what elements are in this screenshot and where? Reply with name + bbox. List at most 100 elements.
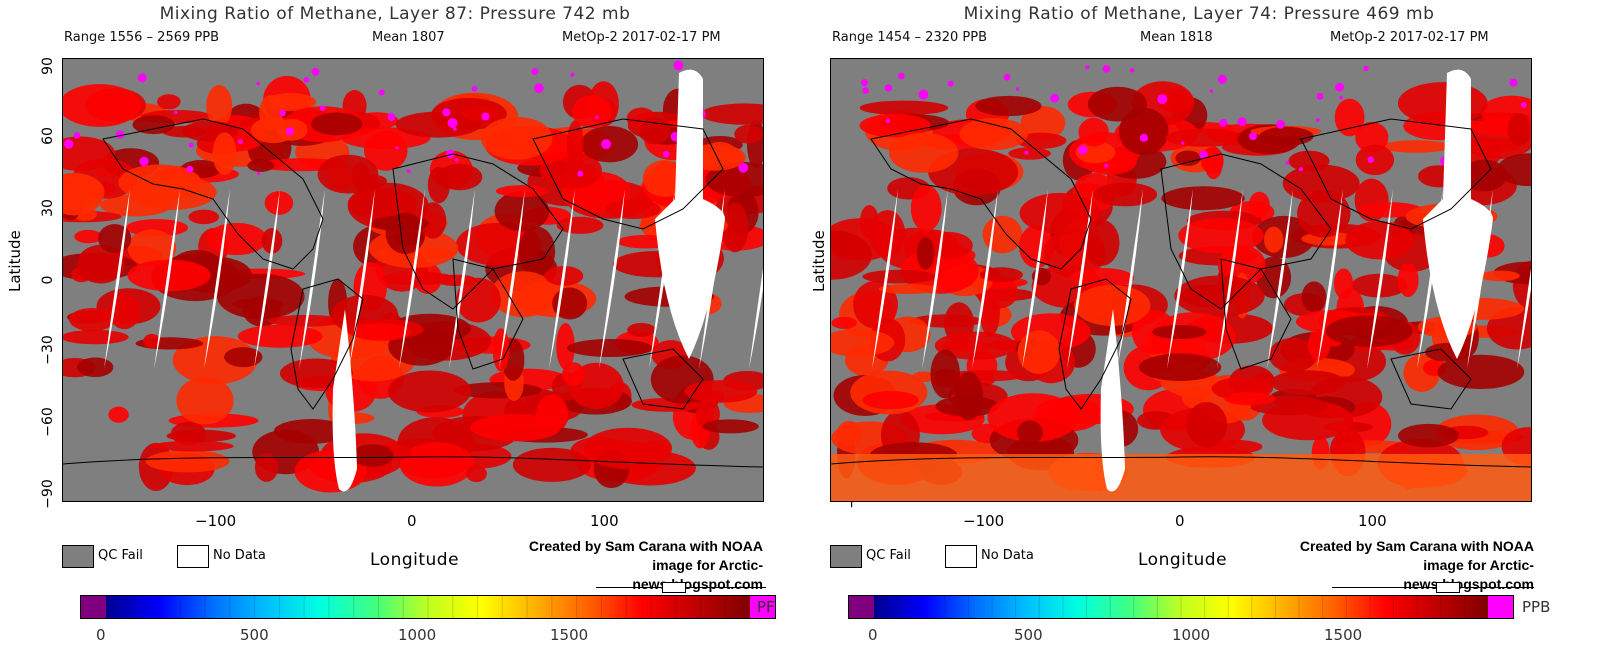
no-data-swath bbox=[1167, 189, 1193, 369]
methane-patch bbox=[480, 116, 553, 160]
methane-patch bbox=[518, 226, 556, 276]
high-methane-spot bbox=[64, 139, 74, 149]
methane-patch bbox=[69, 308, 116, 332]
methane-patch bbox=[1224, 392, 1276, 406]
high-methane-spot bbox=[311, 67, 320, 76]
high-methane-spot bbox=[378, 89, 385, 96]
high-methane-spot bbox=[186, 165, 194, 173]
colorbar-gradient bbox=[874, 595, 1488, 619]
colorbar-tick: 1500 bbox=[550, 626, 589, 644]
methane-patch bbox=[381, 271, 456, 286]
high-methane-spot bbox=[1315, 118, 1320, 123]
high-methane-spot bbox=[1363, 65, 1369, 72]
methane-patch bbox=[206, 85, 233, 127]
coastlines bbox=[63, 118, 763, 468]
high-methane-spot bbox=[1139, 133, 1148, 142]
x-tick: 0 bbox=[1175, 512, 1185, 530]
methane-patch bbox=[176, 376, 234, 425]
methane-patch bbox=[387, 370, 472, 413]
methane-patch bbox=[1016, 420, 1043, 446]
x-tick: −100 bbox=[195, 512, 237, 530]
high-methane-spot bbox=[947, 80, 954, 87]
no-data-swath bbox=[1317, 189, 1343, 369]
no-data-swath bbox=[154, 189, 180, 369]
methane-patch bbox=[1297, 189, 1351, 238]
methane-patch bbox=[224, 347, 263, 368]
methane-patch bbox=[987, 393, 1079, 442]
x-axis-label: Longitude bbox=[370, 550, 460, 570]
methane-patch bbox=[353, 174, 388, 189]
methane-patch bbox=[1307, 328, 1331, 361]
high-methane-spot bbox=[570, 72, 575, 77]
colorbar-unit: PPB bbox=[1522, 598, 1551, 616]
colorbar-tick: 0 bbox=[96, 626, 106, 644]
y-tick: −30 bbox=[40, 335, 56, 365]
methane-patch bbox=[351, 444, 394, 467]
high-methane-spot bbox=[1285, 161, 1290, 165]
antarctic-orange-band bbox=[831, 454, 1531, 501]
methane-patch bbox=[1087, 86, 1148, 122]
methane-patch bbox=[259, 95, 283, 130]
no-data-swath bbox=[872, 189, 898, 369]
high-methane-spot bbox=[1316, 92, 1324, 100]
high-methane-spot bbox=[531, 68, 539, 75]
high-methane-spot bbox=[1085, 65, 1090, 70]
high-methane-spot bbox=[1015, 87, 1020, 91]
no-data-swath bbox=[1267, 189, 1293, 369]
methane-patch bbox=[982, 215, 1023, 254]
colorbar-tick: 500 bbox=[240, 626, 269, 644]
no-data-swatch bbox=[945, 545, 977, 568]
high-methane-spot bbox=[1181, 141, 1185, 145]
methane-patch bbox=[1355, 144, 1395, 176]
high-methane-spot bbox=[188, 142, 194, 148]
methane-patch bbox=[930, 349, 960, 399]
methane-patch bbox=[470, 414, 561, 442]
y-tick: 30 bbox=[40, 199, 56, 217]
methane-patch bbox=[562, 362, 585, 386]
methane-patch bbox=[1397, 82, 1488, 125]
methane-patch bbox=[627, 323, 656, 337]
high-methane-spot bbox=[471, 85, 478, 92]
methane-map bbox=[62, 58, 764, 502]
distribution-box bbox=[1436, 582, 1460, 593]
distribution-box bbox=[662, 582, 686, 593]
methane-patch bbox=[1020, 106, 1066, 140]
methane-patch bbox=[1248, 191, 1270, 218]
y-tick: 60 bbox=[40, 127, 56, 145]
methane-patch bbox=[127, 229, 177, 267]
qc-fail-swatch bbox=[830, 545, 862, 568]
high-methane-spot bbox=[279, 109, 286, 117]
methane-patch bbox=[567, 339, 653, 357]
colorbar-overflow bbox=[750, 595, 776, 619]
methane-patch bbox=[836, 420, 862, 447]
no-data-swath bbox=[399, 189, 425, 369]
high-methane-spot bbox=[673, 60, 684, 71]
high-methane-spot bbox=[137, 73, 147, 83]
satellite-date-text: MetOp-2 2017-02-17 PM bbox=[562, 30, 721, 45]
methane-patch bbox=[261, 228, 283, 254]
panel-title: Mixing Ratio of Methane, Layer 74: Press… bbox=[963, 4, 1435, 24]
methane-patch bbox=[1270, 370, 1346, 395]
high-methane-spot bbox=[1509, 78, 1518, 87]
credit-text: Created by Sam Carana with NOAA image fo… bbox=[523, 537, 763, 594]
qc-fail-label: QC Fail bbox=[866, 548, 911, 563]
methane-patch bbox=[859, 114, 931, 138]
methane-patch bbox=[310, 112, 363, 136]
no-data-swath bbox=[349, 189, 375, 369]
methane-patch bbox=[145, 450, 230, 473]
high-methane-spot bbox=[921, 94, 927, 100]
methane-patch bbox=[74, 229, 103, 244]
methane-patch bbox=[63, 173, 105, 210]
high-methane-spot bbox=[898, 72, 905, 80]
colorbar-unit: PF bbox=[757, 598, 775, 616]
no-data-label: No Data bbox=[213, 548, 266, 563]
methane-patch bbox=[684, 380, 758, 403]
methane-patch bbox=[166, 429, 236, 442]
methane-patch bbox=[1380, 140, 1452, 153]
colorbar-border bbox=[80, 595, 776, 619]
methane-patch bbox=[1019, 192, 1100, 234]
range-text: Range 1454 – 2320 PPB bbox=[832, 30, 987, 45]
colorbar-gradient bbox=[106, 595, 750, 619]
methane-patch bbox=[63, 329, 129, 345]
high-methane-spot bbox=[1237, 117, 1247, 127]
